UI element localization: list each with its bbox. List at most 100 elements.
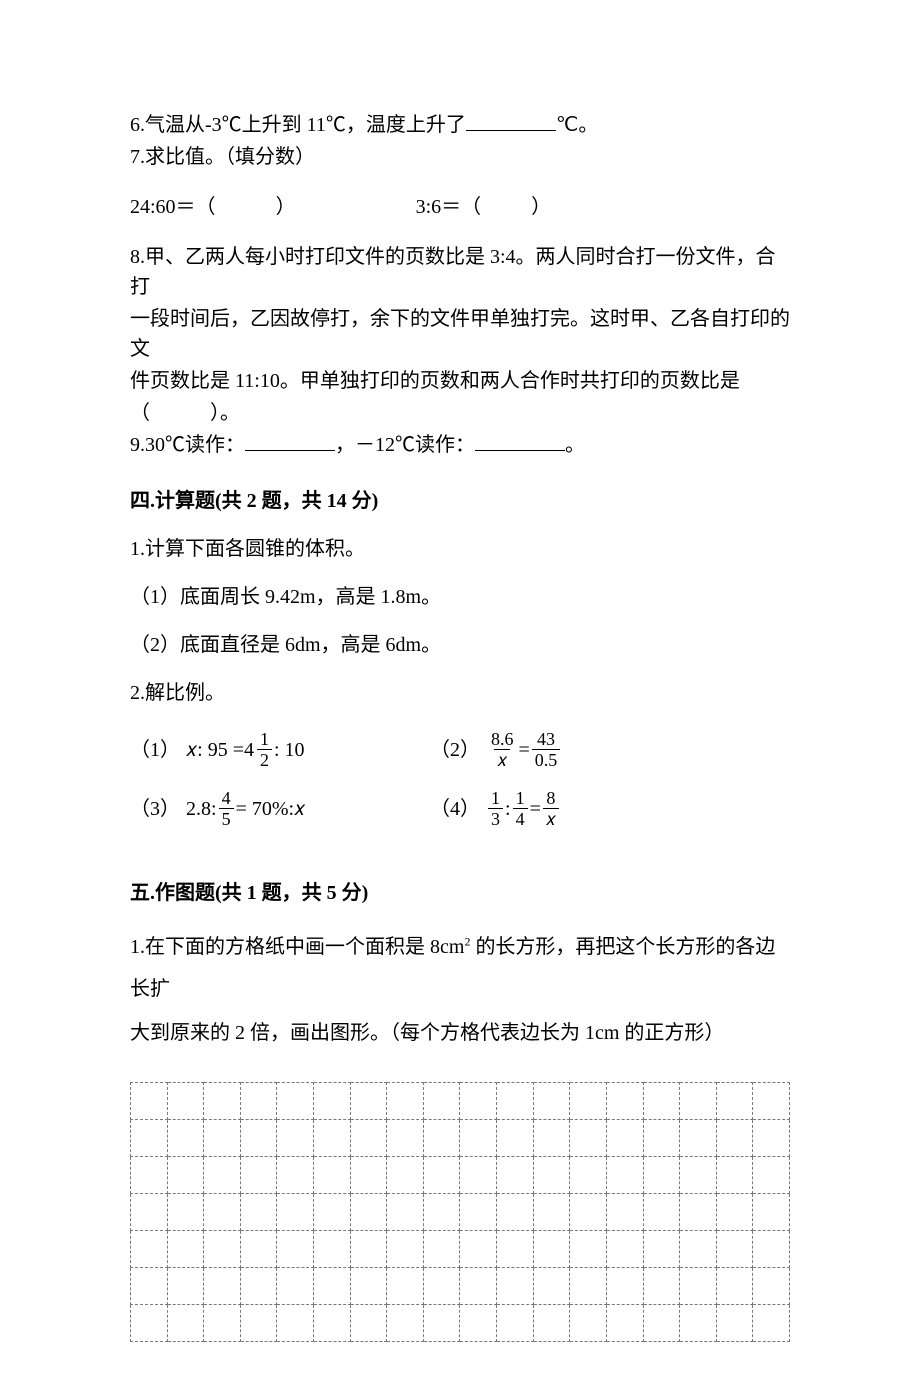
q7-expr2-pre: 3:6＝（ (416, 196, 482, 218)
grid-cell (314, 1083, 351, 1120)
eq4-n1: 1 (488, 789, 503, 808)
grid-cell (643, 1231, 680, 1268)
grid-cell (716, 1231, 753, 1268)
grid-cell (240, 1120, 277, 1157)
grid-cell (753, 1268, 790, 1305)
eq2-den2: 0.5 (532, 749, 561, 769)
eq3-frac: 4 5 (219, 789, 234, 828)
section-4-title: 四.计算题(共 2 题，共 14 分) (130, 486, 790, 516)
q6-text-pre: 6.气温从-3℃上升到 11℃，温度上升了 (130, 114, 466, 136)
grid-cell (680, 1231, 717, 1268)
grid-cell (167, 1231, 204, 1268)
grid-cell (423, 1194, 460, 1231)
grid-cell (167, 1194, 204, 1231)
grid-cell (643, 1268, 680, 1305)
s4-q2: 2.解比例。 (130, 678, 790, 708)
grid-cell (533, 1157, 570, 1194)
grid-cell (131, 1120, 168, 1157)
eq1-mixed-whole: 4 (244, 735, 254, 765)
grid-cell (606, 1305, 643, 1342)
grid-cell (570, 1194, 607, 1231)
eq4-n3: 8 (543, 789, 558, 808)
q9-blank1 (245, 430, 335, 451)
question-8-l3: 件页数比是 11:10。甲单独打印的页数和两人合作时共打印的页数比是 (130, 366, 790, 396)
grid-cell (716, 1305, 753, 1342)
grid-cell (497, 1194, 534, 1231)
grid-cell (716, 1120, 753, 1157)
grid-cell (350, 1231, 387, 1268)
grid-cell (314, 1268, 351, 1305)
grid-cell (131, 1231, 168, 1268)
grid-cell (387, 1194, 424, 1231)
eq2-label: （2） (430, 735, 480, 765)
grid-cell (606, 1083, 643, 1120)
grid-row (131, 1194, 790, 1231)
grid-cell (460, 1120, 497, 1157)
grid-cell (314, 1231, 351, 1268)
equation-4: （4） 1 3 : 1 4 = 8 𝑥 (430, 789, 561, 828)
grid-cell (240, 1305, 277, 1342)
eq3-num: 4 (219, 789, 234, 808)
eq3-label: （3） (130, 794, 180, 824)
grid-cell (716, 1194, 753, 1231)
grid-cell (460, 1083, 497, 1120)
grid-cell (643, 1083, 680, 1120)
grid-row (131, 1268, 790, 1305)
grid-cell (570, 1120, 607, 1157)
grid-cell (606, 1120, 643, 1157)
grid-cell (716, 1083, 753, 1120)
grid-cell (387, 1231, 424, 1268)
eq1-frac: 1 2 (257, 730, 272, 769)
grid-cell (240, 1231, 277, 1268)
grid-cell (314, 1120, 351, 1157)
eq4-eq: = (530, 794, 541, 824)
grid-cell (570, 1305, 607, 1342)
grid-cell (204, 1305, 241, 1342)
q7-expr1-post: ） (276, 196, 296, 218)
equation-row-1: （1） 𝑥 : 95 = 4 1 2 : 10 （2） 8.6 𝑥 (130, 730, 790, 769)
grid-cell (387, 1120, 424, 1157)
eq2-frac2: 43 0.5 (532, 730, 561, 769)
s5-q1-l2: 大到原来的 2 倍，画出图形。（每个方格代表边长为 1cm 的正方形） (130, 1012, 790, 1054)
grid-cell (643, 1157, 680, 1194)
q6-text-post: ℃。 (556, 114, 598, 136)
grid-cell (533, 1120, 570, 1157)
grid-cell (606, 1157, 643, 1194)
grid-cell (497, 1120, 534, 1157)
eq4-frac2: 1 4 (513, 789, 528, 828)
grid-cell (314, 1194, 351, 1231)
q9-post: 。 (565, 434, 585, 456)
question-8-l1: 8.甲、乙两人每小时打印文件的页数比是 3:4。两人同时合打一份文件，合打 (130, 242, 790, 302)
grid-row (131, 1083, 790, 1120)
eq2-frac1: 8.6 𝑥 (488, 730, 517, 769)
grid-cell (131, 1305, 168, 1342)
grid-cell (350, 1083, 387, 1120)
grid-cell (277, 1083, 314, 1120)
grid-cell (204, 1120, 241, 1157)
eq2-den1: 𝑥 (494, 749, 510, 769)
equation-block: （1） 𝑥 : 95 = 4 1 2 : 10 （2） 8.6 𝑥 (130, 730, 790, 828)
grid-cell (204, 1231, 241, 1268)
grid-cell (716, 1157, 753, 1194)
grid-cell (753, 1120, 790, 1157)
grid-cell (240, 1157, 277, 1194)
equation-2: （2） 8.6 𝑥 = 43 0.5 (430, 730, 562, 769)
q9-pre1: 9.30℃读作： (130, 434, 245, 456)
grid-cell (167, 1305, 204, 1342)
grid-cell (131, 1194, 168, 1231)
grid-cell (350, 1120, 387, 1157)
grid-cell (497, 1305, 534, 1342)
grid-cell (643, 1120, 680, 1157)
s5-q1-l1a: 1.在下面的方格纸中画一个面积是 8cm (130, 936, 464, 958)
grid-cell (277, 1268, 314, 1305)
grid-cell (497, 1083, 534, 1120)
grid-cell (460, 1231, 497, 1268)
grid-cell (387, 1083, 424, 1120)
grid-cell (423, 1120, 460, 1157)
grid-cell (350, 1305, 387, 1342)
grid-cell (753, 1157, 790, 1194)
grid-cell (497, 1157, 534, 1194)
eq3-den: 5 (219, 808, 234, 828)
grid-cell (387, 1268, 424, 1305)
grid-cell (423, 1268, 460, 1305)
